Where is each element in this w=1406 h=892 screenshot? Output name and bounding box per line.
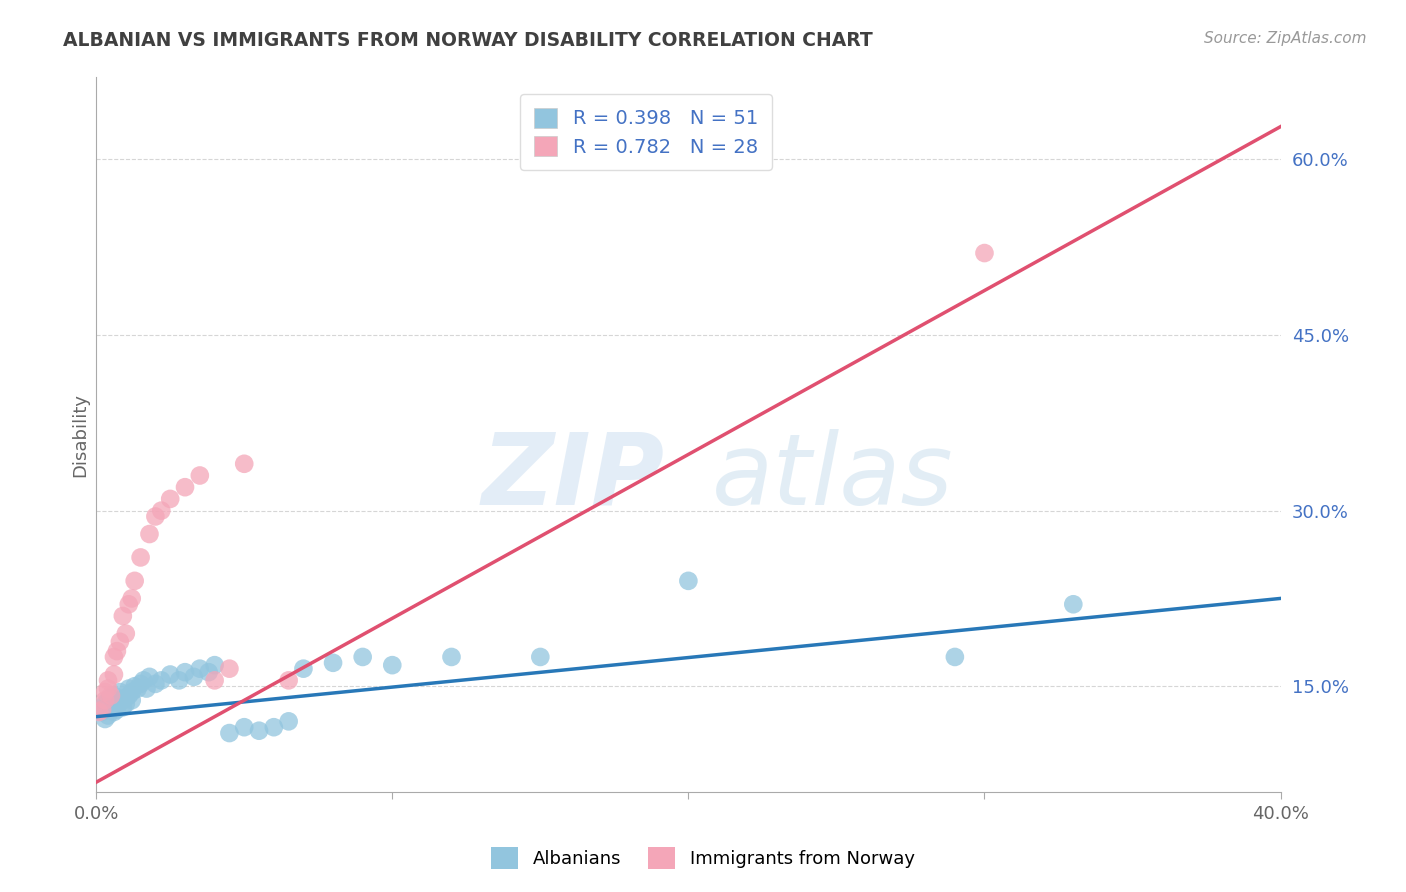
Point bbox=[118, 597, 141, 611]
Point bbox=[277, 673, 299, 688]
Point bbox=[529, 649, 551, 664]
Point bbox=[440, 649, 463, 664]
Point bbox=[204, 673, 226, 688]
Point bbox=[105, 644, 128, 658]
Point bbox=[943, 649, 966, 664]
Point bbox=[114, 697, 136, 711]
Point bbox=[108, 685, 131, 699]
Point bbox=[247, 723, 270, 738]
Point bbox=[118, 681, 141, 696]
Point bbox=[100, 690, 122, 705]
Point bbox=[91, 703, 114, 717]
Point bbox=[277, 714, 299, 729]
Point bbox=[174, 665, 197, 680]
Point bbox=[94, 685, 117, 699]
Point bbox=[121, 591, 143, 606]
Point bbox=[322, 656, 344, 670]
Point bbox=[89, 703, 111, 717]
Point bbox=[111, 700, 134, 714]
Point bbox=[218, 662, 240, 676]
Point bbox=[183, 670, 205, 684]
Point bbox=[135, 681, 157, 696]
Point bbox=[94, 697, 117, 711]
Point bbox=[124, 679, 146, 693]
Point bbox=[100, 689, 122, 703]
Point bbox=[159, 667, 181, 681]
Point bbox=[89, 705, 111, 719]
Point bbox=[138, 527, 160, 541]
Point bbox=[103, 649, 125, 664]
Point bbox=[1062, 597, 1084, 611]
Point bbox=[127, 681, 149, 696]
Point bbox=[103, 705, 125, 719]
Point bbox=[100, 700, 122, 714]
Point bbox=[97, 681, 120, 696]
Point bbox=[233, 720, 256, 734]
Point bbox=[973, 246, 995, 260]
Point bbox=[159, 491, 181, 506]
Point bbox=[97, 693, 120, 707]
Text: ALBANIAN VS IMMIGRANTS FROM NORWAY DISABILITY CORRELATION CHART: ALBANIAN VS IMMIGRANTS FROM NORWAY DISAB… bbox=[63, 31, 873, 50]
Text: atlas: atlas bbox=[711, 429, 953, 526]
Point bbox=[111, 609, 134, 624]
Point bbox=[145, 677, 167, 691]
Point bbox=[118, 689, 141, 703]
Y-axis label: Disability: Disability bbox=[72, 392, 89, 476]
Point bbox=[121, 693, 143, 707]
Point bbox=[678, 574, 700, 588]
Point bbox=[188, 662, 211, 676]
Point bbox=[114, 690, 136, 705]
Point bbox=[352, 649, 374, 664]
Point bbox=[91, 705, 114, 719]
Point bbox=[114, 626, 136, 640]
Point bbox=[150, 673, 173, 688]
Point bbox=[218, 726, 240, 740]
Point bbox=[111, 693, 134, 707]
Point bbox=[204, 658, 226, 673]
Point bbox=[233, 457, 256, 471]
Point bbox=[167, 673, 190, 688]
Point bbox=[150, 503, 173, 517]
Point bbox=[108, 634, 131, 648]
Point bbox=[124, 574, 146, 588]
Legend: Albanians, Immigrants from Norway: Albanians, Immigrants from Norway bbox=[482, 838, 924, 879]
Point bbox=[292, 662, 315, 676]
Point bbox=[197, 665, 219, 680]
Point bbox=[105, 697, 128, 711]
Point bbox=[94, 712, 117, 726]
Point bbox=[129, 677, 152, 691]
Point bbox=[121, 685, 143, 699]
Point bbox=[129, 550, 152, 565]
Point bbox=[97, 708, 120, 723]
Point bbox=[138, 670, 160, 684]
Point bbox=[105, 703, 128, 717]
Point bbox=[108, 693, 131, 707]
Text: Source: ZipAtlas.com: Source: ZipAtlas.com bbox=[1204, 31, 1367, 46]
Point bbox=[103, 667, 125, 681]
Text: ZIP: ZIP bbox=[482, 429, 665, 526]
Point bbox=[97, 673, 120, 688]
Point bbox=[94, 693, 117, 707]
Point bbox=[188, 468, 211, 483]
Point bbox=[381, 658, 404, 673]
Point bbox=[103, 689, 125, 703]
Legend: R = 0.398   N = 51, R = 0.782   N = 28: R = 0.398 N = 51, R = 0.782 N = 28 bbox=[520, 95, 772, 170]
Point bbox=[174, 480, 197, 494]
Point bbox=[263, 720, 285, 734]
Point bbox=[132, 673, 155, 688]
Point bbox=[145, 509, 167, 524]
